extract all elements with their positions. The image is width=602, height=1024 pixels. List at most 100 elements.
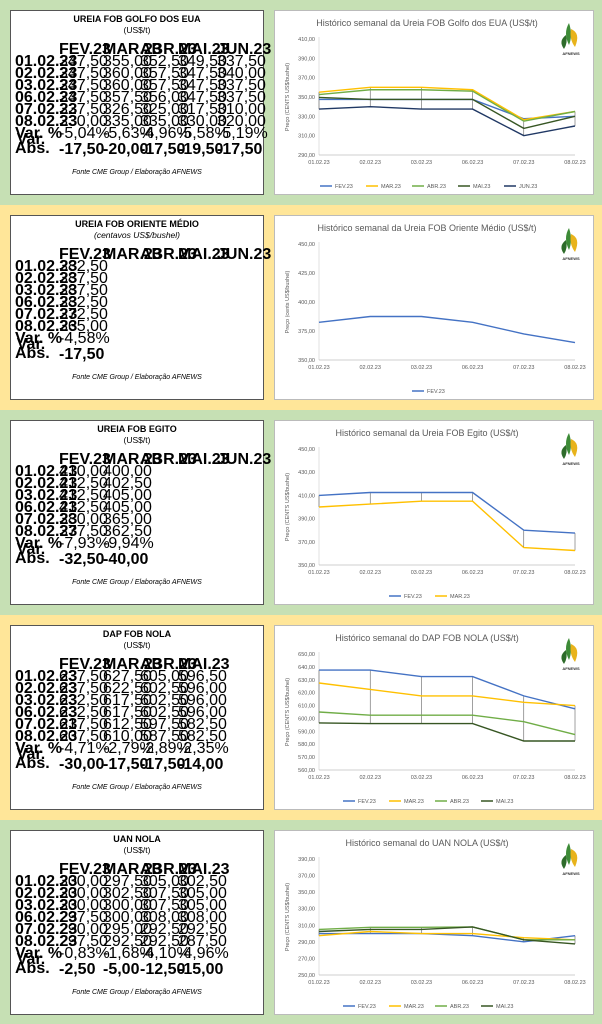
y-tick-label: 330,00 <box>298 907 315 913</box>
row-label: Var. Abs. <box>15 131 50 157</box>
row-label: Var. Abs. <box>15 951 50 977</box>
row-label: Var. Abs. <box>15 746 50 772</box>
table-cell: 308,00 <box>140 909 189 926</box>
table-cell: 340,00 <box>217 65 266 82</box>
afnews-logo: AFNEWS <box>561 638 580 671</box>
y-tick-label: 650,00 <box>298 652 315 658</box>
column-header: FEV.23 <box>59 41 111 58</box>
y-tick-label: 350,00 <box>298 95 315 101</box>
y-tick-label: 270,00 <box>298 956 315 962</box>
table-panel-egito: UREIA FOB EGITO (US$/t) FEV.23 MAR.23 ABR.23… <box>10 420 271 605</box>
row-label: 03.02.23 <box>15 282 78 299</box>
table-cell: 365,00 <box>59 318 108 335</box>
table-cell: 596,00 <box>178 680 227 697</box>
x-tick-label: 06.02.23 <box>462 365 483 371</box>
table-cell: 295,00 <box>103 921 152 938</box>
y-axis-label: Preço (CENTS US$/bushel) <box>285 678 291 746</box>
table-cell: 352,50 <box>140 53 189 70</box>
legend-label: MAI.23 <box>496 1004 513 1010</box>
row-label: 08.02.23 <box>15 523 78 540</box>
column-header: FEV.23 <box>59 656 111 673</box>
x-tick-label: 08.02.23 <box>564 365 585 371</box>
table-cell: -15,00 <box>178 961 224 978</box>
series-line-jun23 <box>318 105 576 137</box>
table-cell: -4,58% <box>59 330 110 347</box>
table-cell: 327,50 <box>59 101 108 118</box>
table-cell: -12,50 <box>140 961 186 978</box>
table-cell: 297,50 <box>59 909 108 926</box>
table-cell: 307,50 <box>140 897 189 914</box>
table-cell: 410,00 <box>59 463 108 480</box>
y-tick-label: 430,00 <box>298 470 315 476</box>
x-tick-label: 07.02.23 <box>513 365 534 371</box>
row-label: 06.02.23 <box>15 294 78 311</box>
x-tick-label: 06.02.23 <box>462 160 483 166</box>
table-cell: 320,00 <box>217 113 266 130</box>
column-header: MAR.23 <box>103 451 162 468</box>
x-tick-label: 03.02.23 <box>411 775 432 781</box>
x-tick-label: 08.02.23 <box>564 570 585 576</box>
chart-legend: FEV.23 MAR.23 <box>389 594 470 600</box>
row-label: Var. Abs. <box>15 541 50 567</box>
y-tick-label: 330,00 <box>298 114 315 120</box>
table-cell: 347,50 <box>59 89 108 106</box>
x-tick-label: 01.02.23 <box>308 365 329 371</box>
row-label: 01.02.23 <box>15 53 78 70</box>
legend-label: MAR.23 <box>404 799 424 805</box>
table-cell: -17,50 <box>140 141 186 158</box>
x-tick-label: 01.02.23 <box>308 775 329 781</box>
afnews-logo: AFNEWS <box>561 228 580 261</box>
y-tick-label: 450,00 <box>298 242 315 248</box>
table-cell: 308,00 <box>178 909 227 926</box>
column-header: FEV.23 <box>59 861 111 878</box>
table-cell: 330,00 <box>178 113 227 130</box>
row-label: 07.02.23 <box>15 306 78 323</box>
x-tick-label: 06.02.23 <box>462 775 483 781</box>
table-cell: 622,50 <box>103 680 152 697</box>
table-cell: 360,00 <box>103 65 152 82</box>
x-tick-label: 07.02.23 <box>513 160 534 166</box>
table-cell: 287,50 <box>178 933 227 950</box>
table-cell: 335,00 <box>140 113 189 130</box>
table-cell: 347,50 <box>178 89 227 106</box>
table-cell: 349,50 <box>178 53 227 70</box>
chart-title: Histórico semanal do UAN NOLA (US$/t) <box>345 838 508 848</box>
table-cell: -30,00 <box>59 756 105 773</box>
table-cell: 382,50 <box>59 294 108 311</box>
table-title: UAN NOLA <box>113 834 161 844</box>
y-tick-label: 250,00 <box>298 973 315 979</box>
line-chart-oriente: Histórico semanal da Ureia FOB Oriente M… <box>285 223 586 395</box>
y-tick-label: 370,00 <box>298 540 315 546</box>
series-line-mar23 <box>318 682 576 707</box>
table-cell: 602,50 <box>140 692 189 709</box>
table-title: UREIA FOB EGITO <box>97 424 177 434</box>
table-cell: -4,96% <box>178 945 229 962</box>
legend-label: MAR.23 <box>404 1004 424 1010</box>
series-line-mai23 <box>318 926 576 945</box>
x-tick-label: 02.02.23 <box>359 775 380 781</box>
table-cell: -32,50 <box>59 551 105 568</box>
table-cell: 387,50 <box>59 282 108 299</box>
table-cell: 605,00 <box>140 668 189 685</box>
x-tick-label: 02.02.23 <box>359 980 380 986</box>
table-cell: 357,50 <box>140 65 189 82</box>
legend-label: FEV.23 <box>358 799 376 805</box>
table-cell: -4,10% <box>140 945 191 962</box>
table-cell: 300,00 <box>59 873 108 890</box>
table-cell: 382,50 <box>59 258 108 275</box>
legend-label: FEV.23 <box>358 1004 376 1010</box>
y-tick-label: 350,00 <box>298 563 315 569</box>
legend-label: FEV.23 <box>335 184 353 190</box>
series-line-mar23 <box>318 930 576 941</box>
table-cell: -4,96% <box>140 125 191 142</box>
row-label: Var. % <box>15 125 63 142</box>
table-subtitle: (US$/t) <box>123 845 151 855</box>
chart-panel-uan: Histórico semanal do UAN NOLA (US$/t) AFN… <box>274 830 594 1015</box>
table-cell: -0,83% <box>59 945 110 962</box>
table-cell: 596,00 <box>178 704 227 721</box>
row-label: 03.02.23 <box>15 77 78 94</box>
series-line-fev23 <box>318 315 576 344</box>
chart-legend: FEV.23 MAR.23 ABR.23 MAI.23 <box>343 1004 513 1010</box>
column-header: MAI.23 <box>178 656 230 673</box>
y-axis-label: Preço (CENTS US$/bushel) <box>285 63 291 131</box>
